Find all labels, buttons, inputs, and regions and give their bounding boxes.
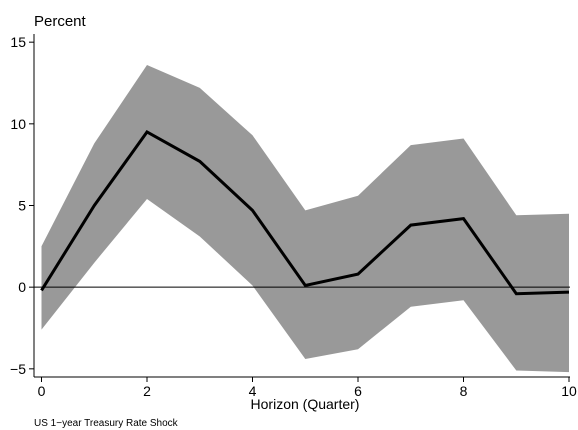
y-unit-label: Percent bbox=[34, 13, 87, 30]
x-tick-label: 0 bbox=[38, 383, 46, 399]
y-tick-label: 0 bbox=[18, 279, 26, 295]
y-tick-label: 15 bbox=[10, 34, 26, 50]
y-tick-label: −5 bbox=[10, 361, 26, 377]
x-tick-label: 6 bbox=[354, 383, 362, 399]
point-estimate-line bbox=[40, 130, 570, 296]
ticks: −5 0 5 10 15 0 2 4 6 8 10 bbox=[10, 34, 577, 399]
y-tick-label: 10 bbox=[10, 116, 26, 132]
chart-caption: US 1−year Treasury Rate Shock bbox=[34, 418, 179, 429]
point-estimate-line-layer bbox=[40, 130, 570, 296]
x-tick-label: 10 bbox=[561, 383, 577, 399]
x-axis-label: Horizon (Quarter) bbox=[251, 396, 360, 412]
confidence-band bbox=[41, 65, 569, 373]
x-tick-label: 4 bbox=[249, 383, 257, 399]
y-tick-label: 5 bbox=[18, 198, 26, 214]
x-tick-label: 8 bbox=[460, 383, 468, 399]
x-tick-label: 2 bbox=[143, 383, 151, 399]
confidence-band-layer bbox=[41, 65, 569, 373]
